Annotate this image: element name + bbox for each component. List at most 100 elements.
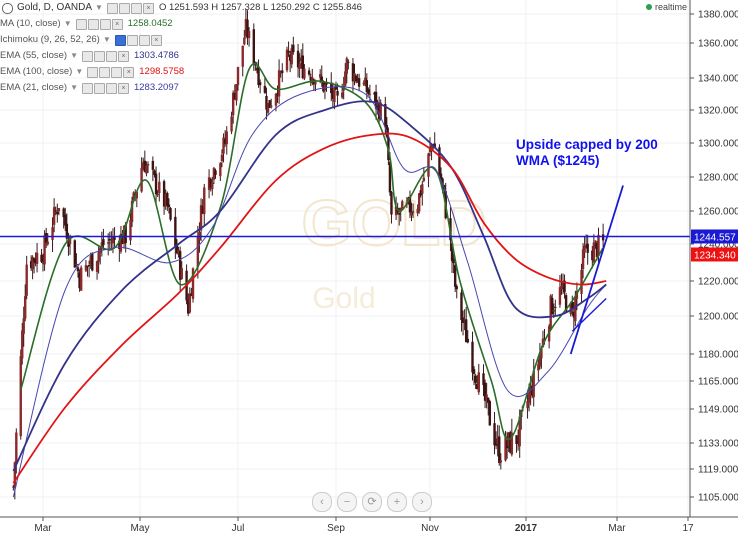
format-icon[interactable] [138,34,150,46]
y-tick-label: 1180.000 [698,350,738,361]
candle-body [164,193,167,206]
settings-icon[interactable] [93,50,105,62]
format-icon[interactable] [105,82,117,94]
candle-body [455,286,458,290]
annotation-line-1: Upside capped by 200 [516,137,658,152]
time-axis[interactable]: Mar May Jul Sep Nov 2017 Mar 17 [0,516,738,536]
candle-body [203,187,206,215]
close-icon[interactable]: × [117,82,129,94]
visibility-icon[interactable] [81,50,93,62]
indicator-name[interactable]: EMA (21, close) [0,82,68,93]
settings-icon[interactable] [118,2,130,14]
candle-body [529,385,532,396]
settings-icon[interactable] [126,34,138,46]
candle-body [110,242,113,244]
format-icon[interactable] [99,18,111,30]
settings-icon[interactable] [87,18,99,30]
chevron-down-icon[interactable]: ▼ [63,19,72,28]
time-axis-bg [0,517,738,536]
candle-body [441,178,444,186]
visibility-icon[interactable] [75,18,87,30]
candle-body [89,256,92,265]
close-icon[interactable]: × [150,34,162,46]
reset-chart-button[interactable]: ⟳ [362,492,382,512]
scroll-left-button[interactable]: ‹ [312,492,332,512]
indicator-name[interactable]: EMA (55, close) [0,50,68,61]
close-icon[interactable]: × [123,66,135,78]
format-icon[interactable] [111,66,123,78]
visibility-icon[interactable] [114,34,126,46]
candle-body [146,163,150,166]
price-axis[interactable]: 1380.000 1360.000 1340.000 1320.000 1300.000… [689,0,738,536]
candle-body [190,293,193,297]
close-icon[interactable]: × [111,18,123,30]
candle-body [223,139,227,144]
y-tick-label: 1300.000 [698,139,738,150]
format-icon[interactable] [105,50,117,62]
candle-body [269,105,273,108]
candle-body [290,48,293,65]
settings-icon[interactable] [93,82,105,94]
visibility-icon[interactable] [106,2,118,14]
format-icon[interactable] [130,2,142,14]
candle-body [235,83,238,101]
candle-body [113,237,116,240]
candle-body [561,282,565,288]
candle-body [397,213,401,215]
y-tick-label: 1220.000 [698,277,738,288]
candle-body [24,296,27,319]
candle-body [526,401,529,409]
visibility-icon[interactable] [87,66,99,78]
candle-body [530,386,534,395]
chevron-down-icon[interactable]: ▼ [70,51,78,60]
candle-body [285,49,289,71]
candle-body [353,73,356,82]
candle-body [15,432,18,464]
symbol-controls: × [106,2,154,14]
candle-body [410,211,413,216]
candle-body [356,80,359,83]
candle-body [62,208,65,218]
close-icon[interactable]: × [142,2,154,14]
trend-line-lower[interactable] [571,297,607,332]
visibility-icon[interactable] [81,82,93,94]
chevron-down-icon[interactable]: ▼ [70,83,78,92]
symbol-name[interactable]: Gold, D, OANDA [17,2,93,13]
price-tag [691,247,738,262]
candle-body [43,235,46,265]
candle-body [485,394,488,402]
candle-body [594,240,597,242]
chevron-down-icon[interactable]: ▼ [102,35,111,44]
candle-body [499,460,503,463]
chevron-down-icon[interactable]: ▼ [95,3,103,12]
chart-annotation[interactable]: Upside capped by 200 WMA ($1245) [516,137,658,169]
trend-line[interactable] [569,185,624,355]
y-tick-label: 1360.000 [698,39,738,50]
candle-body [95,261,99,272]
chevron-down-icon[interactable]: ▼ [75,67,84,76]
indicator-name[interactable]: EMA (100, close) [0,66,73,77]
candle-body [583,245,586,253]
candle-body [309,76,312,81]
candle-body [167,204,171,208]
candle-body [399,207,402,212]
scroll-right-button[interactable]: › [412,492,432,512]
indicator-controls: × [114,34,162,46]
zoom-out-button[interactable]: − [337,492,357,512]
zoom-in-button[interactable]: + [387,492,407,512]
candle-body [300,57,303,62]
candle-body [258,82,262,86]
close-icon[interactable]: × [117,50,129,62]
candle-body [29,260,33,269]
candle-body [540,348,543,359]
indicator-name[interactable]: Ichimoku (9, 26, 52, 26) [0,34,100,45]
candle-body [364,77,367,86]
y-tick-label: 1380.000 [698,10,738,21]
settings-icon[interactable] [99,66,111,78]
candle-body [331,90,335,99]
candle-body [75,264,78,266]
candle-body [241,45,244,67]
indicator-name[interactable]: MA (10, close) [0,18,61,29]
candle-body [246,19,249,38]
